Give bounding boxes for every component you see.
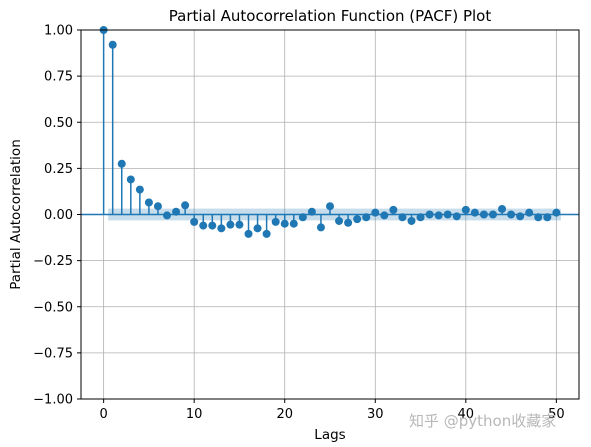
stem-marker [434,211,443,220]
stem-marker [217,224,226,233]
stem-marker [298,213,307,222]
x-tick-label: 40 [458,407,475,422]
stem-marker [479,210,488,219]
watermark: 知乎 @python收藏家 [409,412,557,430]
stem-marker [443,210,452,219]
stem-marker [289,219,298,228]
y-axis-label: Partial Autocorrelation [8,139,24,290]
stem-marker [543,213,552,222]
stem-series [99,26,561,238]
x-tick-label: 50 [548,407,565,422]
stem-marker [335,216,344,225]
y-tick-label: 0.75 [44,70,73,85]
y-axis-ticks: −1.00 −0.75 −0.50 −0.25 0.00 0.25 0.50 0.75 1.00 [33,24,81,408]
stem-marker [398,213,407,222]
stem-marker [181,201,190,210]
y-tick-label: 0.25 [44,162,73,177]
stem-marker [425,210,434,219]
stem-marker [371,208,380,217]
stem-marker [353,215,362,224]
stem-marker [226,220,235,229]
stem-marker [199,221,208,230]
stem-marker [525,208,534,217]
stem-marker [507,210,516,219]
stem-marker [135,185,144,194]
y-tick-label: 1.00 [44,24,73,39]
stem-marker [326,202,334,211]
y-tick-label: 0.00 [44,208,73,223]
x-tick-label: 10 [186,407,203,422]
stem-marker [117,159,126,168]
stem-marker [498,204,507,213]
stem-marker [144,198,153,207]
stem-marker [416,213,425,222]
stem-marker [534,213,543,222]
chart-title: Partial Autocorrelation Function (PACF) … [169,7,492,25]
x-tick-label: 0 [99,407,107,422]
stem-marker [172,207,181,216]
stem-marker [516,212,525,221]
stem-marker [470,208,479,217]
stem-marker [452,212,461,221]
stem-marker [280,219,289,228]
x-tick-label: 20 [276,407,293,422]
stem-marker [153,202,162,211]
stem-marker [235,220,244,229]
stem-marker [344,218,353,227]
stem-marker [208,221,217,230]
x-tick-label: 30 [367,407,384,422]
y-tick-label: 0.50 [44,116,73,131]
stem-marker [108,40,117,49]
stem-marker [461,205,470,214]
x-axis-label: Lags [314,427,345,443]
stem-marker [163,211,172,220]
y-tick-label: −0.50 [33,300,73,315]
stem-marker [253,224,262,233]
stem-marker [552,208,561,217]
stem-marker [244,229,253,238]
stem-marker [316,223,325,232]
y-tick-label: −0.25 [33,254,73,269]
x-axis-ticks: 0 10 20 30 40 50 [99,399,565,422]
stem-marker [380,211,389,220]
stem-marker [362,213,371,222]
stem-marker [190,217,199,226]
stem-marker [307,207,316,216]
stem-marker [488,210,497,219]
stem-marker [271,217,280,226]
y-tick-label: −0.75 [33,346,73,361]
y-tick-label: −1.00 [33,393,73,408]
stem-marker [407,216,416,225]
stem-marker [262,229,271,238]
stem-marker [126,175,135,184]
stem-marker [389,205,398,214]
